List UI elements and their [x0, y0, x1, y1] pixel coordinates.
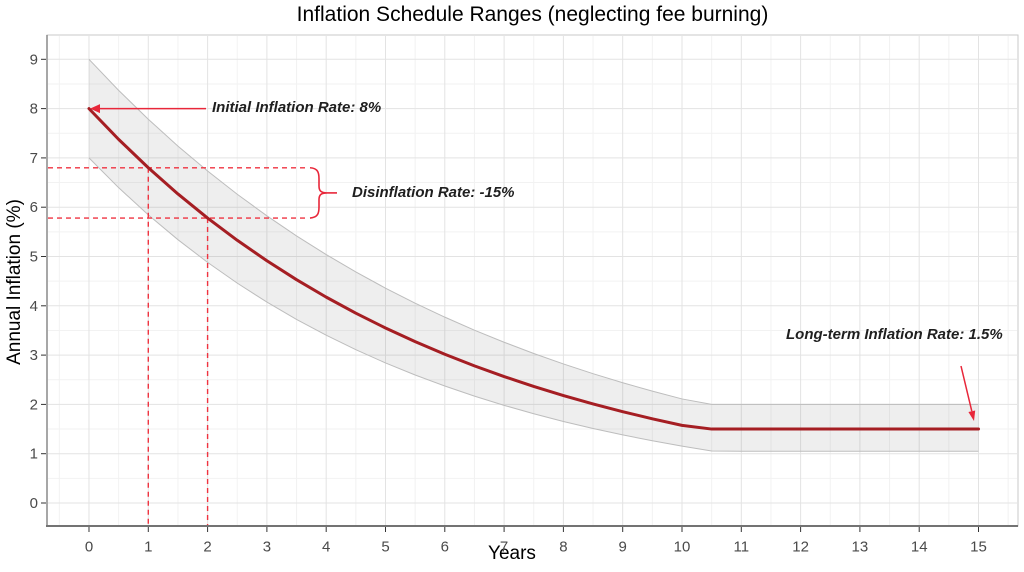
x-tick-label: 0: [85, 538, 93, 555]
range-band: [88, 59, 979, 452]
y-tick-label: 0: [30, 495, 38, 512]
y-tick-label: 2: [30, 396, 38, 413]
x-tick-label: 3: [263, 538, 271, 555]
x-tick-label: 15: [970, 538, 987, 555]
longterm-arrow-line: [960, 365, 973, 412]
y-tick-label: 8: [30, 101, 38, 118]
y-tick-label: 9: [30, 51, 38, 68]
x-axis-title: Years: [488, 543, 536, 564]
x-tick-label: 7: [500, 538, 508, 555]
x-tick-label: 5: [381, 538, 389, 555]
y-tick-label: 7: [30, 150, 38, 167]
annotation-disinflation-rate: Disinflation Rate: -15%: [352, 184, 515, 201]
x-tick-label: 13: [852, 538, 869, 555]
annotation-longterm-inflation: Long-term Inflation Rate: 1.5%: [786, 326, 1003, 343]
range-band-upper-edge: [88, 58, 979, 405]
x-tick-label: 9: [619, 538, 627, 555]
x-tick-label: 14: [911, 538, 928, 555]
x-tick-label: 6: [441, 538, 449, 555]
annotation-initial-inflation: Initial Inflation Rate: 8%: [212, 99, 382, 116]
y-tick-label: 3: [30, 347, 38, 364]
inflation-curve: [87, 107, 981, 431]
x-tick-label: 4: [322, 538, 330, 555]
x-tick-label: 8: [559, 538, 567, 555]
initial-rate-arrowhead: [90, 104, 100, 114]
x-tick-label: 2: [203, 538, 211, 555]
x-tick-label: 12: [792, 538, 809, 555]
y-tick-label: 1: [30, 446, 38, 463]
y-tick-label: 4: [30, 298, 38, 315]
chart-title: Inflation Schedule Ranges (neglecting fe…: [296, 3, 769, 26]
range-band-lower-edge: [88, 157, 979, 452]
panel-background: [46, 34, 1019, 527]
y-tick-label: 5: [30, 249, 38, 266]
longterm-arrowhead: [968, 410, 976, 421]
x-tick-label: 10: [674, 538, 691, 555]
y-tick-label: 6: [30, 199, 38, 216]
x-tick-label: 11: [734, 538, 750, 555]
x-tick-label: 1: [144, 538, 152, 555]
